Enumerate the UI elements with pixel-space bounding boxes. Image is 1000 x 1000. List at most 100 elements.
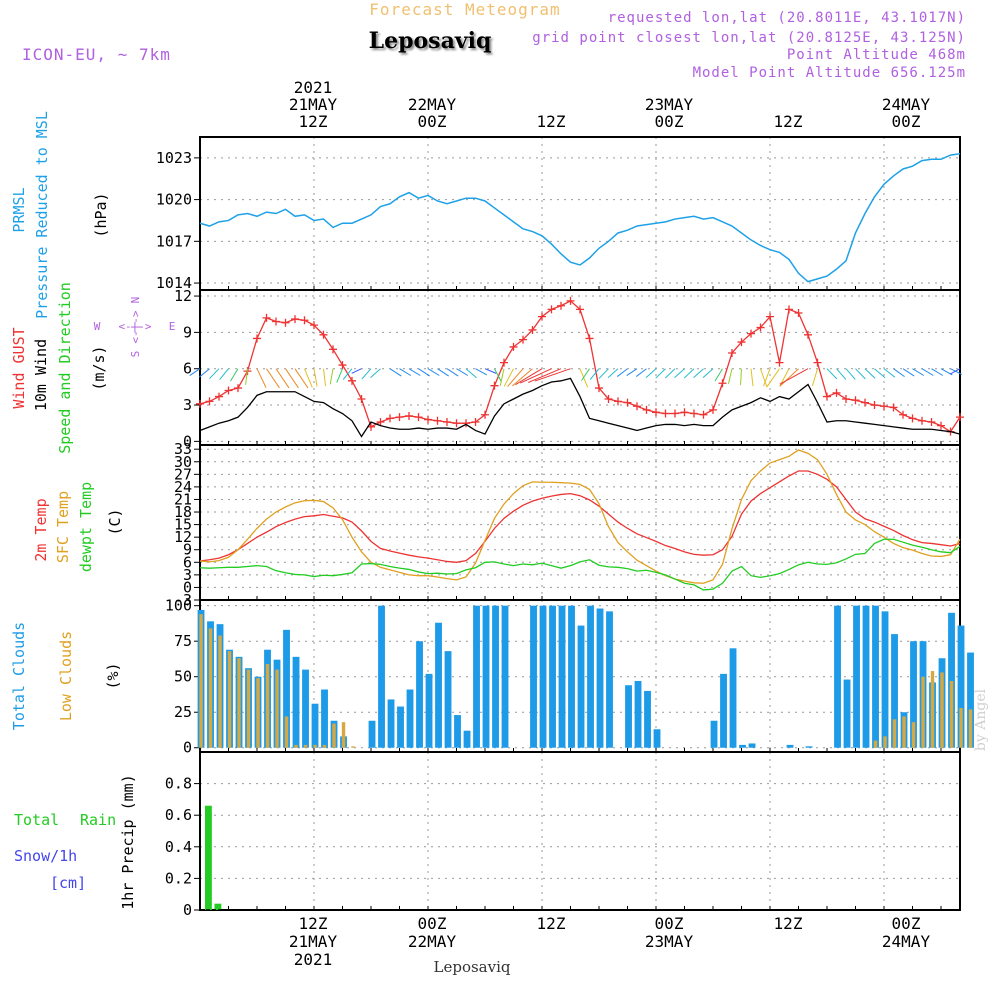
wind-arrow bbox=[437, 368, 449, 377]
gust-marker bbox=[832, 388, 841, 397]
wind-arrow bbox=[740, 368, 742, 386]
rain-bar bbox=[214, 903, 222, 910]
wind-arrow bbox=[507, 368, 524, 387]
low-cloud-bar bbox=[911, 722, 916, 748]
gust-marker bbox=[880, 402, 888, 411]
total-cloud-bar bbox=[739, 744, 746, 748]
gust-marker bbox=[519, 335, 527, 344]
y-tick-label: 3 bbox=[183, 566, 192, 584]
temp2m-label: 2m Temp bbox=[32, 498, 50, 561]
gust-line bbox=[199, 300, 961, 433]
total-cloud-bar bbox=[872, 605, 879, 748]
y-tick-label: 3 bbox=[183, 396, 192, 414]
gust-marker bbox=[224, 386, 233, 395]
y-tick-label: 12 bbox=[174, 287, 192, 305]
wind-arrow bbox=[874, 368, 886, 379]
wind-arrow bbox=[616, 368, 628, 377]
gust-marker bbox=[414, 413, 423, 422]
gust-marker bbox=[215, 392, 223, 401]
gust-marker bbox=[500, 358, 508, 367]
gust-marker bbox=[538, 312, 546, 321]
wind-arrow bbox=[465, 368, 477, 379]
gust-marker bbox=[585, 334, 594, 343]
gust-marker bbox=[262, 313, 271, 322]
y-tick-label: 25 bbox=[174, 703, 192, 721]
gust-marker bbox=[329, 345, 337, 354]
gust-marker bbox=[728, 348, 736, 357]
y-tick-label: 1023 bbox=[156, 149, 192, 167]
low-cloud-bar bbox=[322, 744, 327, 748]
precip-unit-cm-label: [cm] bbox=[50, 874, 86, 892]
meteogram-title: Forecast Meteogram bbox=[369, 0, 560, 19]
wind-arrow bbox=[275, 368, 290, 389]
wind-arrow bbox=[219, 368, 229, 380]
grid-point-coords: grid point closest lon,lat (20.8125E, 43… bbox=[532, 30, 966, 46]
pressure-line bbox=[199, 152, 961, 283]
low-cloud-bar bbox=[237, 658, 241, 748]
gust-marker bbox=[785, 305, 793, 314]
wind-arrow bbox=[779, 368, 809, 385]
wind-arrow bbox=[893, 368, 905, 378]
wind-arrow bbox=[931, 368, 944, 376]
total-cloud-bar bbox=[748, 743, 756, 748]
low-cloud-bar bbox=[930, 671, 935, 748]
wind-dir-label: Speed and Direction bbox=[56, 282, 74, 454]
total-cloud-bar bbox=[558, 605, 566, 748]
wind-arrow bbox=[323, 368, 327, 387]
low-cloud-bar bbox=[199, 614, 203, 748]
wind-arrow bbox=[515, 368, 543, 386]
wind-arrow bbox=[189, 368, 201, 376]
gust-marker bbox=[405, 411, 413, 420]
wind-arrow bbox=[845, 368, 856, 380]
wind-arrow bbox=[427, 368, 440, 376]
precip-total-label: Total bbox=[14, 811, 59, 829]
wind-arrow bbox=[826, 368, 838, 380]
wind-arrow bbox=[683, 368, 695, 379]
gust-marker bbox=[709, 405, 717, 414]
total-cloud-bar bbox=[805, 746, 813, 748]
y-tick-label: 0 bbox=[183, 432, 192, 450]
wind-arrow bbox=[581, 368, 590, 381]
gust-marker bbox=[310, 321, 318, 330]
point-altitude: Point Altitude 468m bbox=[787, 47, 966, 63]
y-tick-label: 75 bbox=[174, 632, 192, 650]
gust-marker bbox=[433, 416, 442, 425]
wind-arrow bbox=[511, 368, 533, 387]
cloud-panel-labels: Total Clouds Low Clouds (%) bbox=[10, 622, 122, 730]
total-cloud-bar bbox=[786, 744, 794, 748]
wind-arrow bbox=[763, 368, 771, 387]
gust-marker bbox=[623, 398, 632, 407]
gust-marker bbox=[899, 410, 907, 419]
y-tick-label: 0.6 bbox=[165, 806, 192, 824]
top-label-l2: 21MAY bbox=[289, 95, 338, 114]
total-cloud-bar bbox=[492, 605, 499, 748]
total-cloud-bar bbox=[862, 605, 870, 748]
gust-marker bbox=[205, 397, 214, 406]
y-tick-label: 24 bbox=[174, 478, 192, 496]
top-label-l1: 2021 bbox=[294, 78, 333, 97]
top-label-l3: 00Z bbox=[655, 112, 684, 131]
requested-coords: requested lon,lat (20.8011E, 43.1017N) bbox=[608, 10, 966, 26]
gust-marker bbox=[889, 403, 898, 412]
total-cloud-bar bbox=[644, 690, 651, 748]
low-cloud-bar bbox=[921, 676, 925, 748]
total-cloud-bar bbox=[501, 605, 509, 748]
wind-arrow bbox=[266, 368, 280, 389]
total-cloud-bar bbox=[311, 703, 319, 748]
wind-arrow bbox=[760, 368, 768, 388]
total-cloud-bar bbox=[406, 689, 414, 748]
gust-marker bbox=[794, 309, 803, 318]
gust-marker bbox=[813, 358, 822, 367]
low-cloud-bar bbox=[873, 740, 878, 748]
model-altitude: Model Point Altitude 656.125m bbox=[693, 65, 966, 81]
wind-label: 10m Wind bbox=[32, 339, 50, 411]
temp2m-line bbox=[199, 470, 961, 563]
y-tick-label: 1020 bbox=[156, 191, 192, 209]
wind-arrow bbox=[950, 368, 963, 375]
wind-arrow bbox=[329, 368, 334, 385]
total-cloud-bar bbox=[425, 673, 433, 748]
gust-marker bbox=[357, 394, 366, 403]
watermark: by Angel bbox=[973, 688, 989, 751]
total-cloud-bar bbox=[387, 699, 395, 748]
